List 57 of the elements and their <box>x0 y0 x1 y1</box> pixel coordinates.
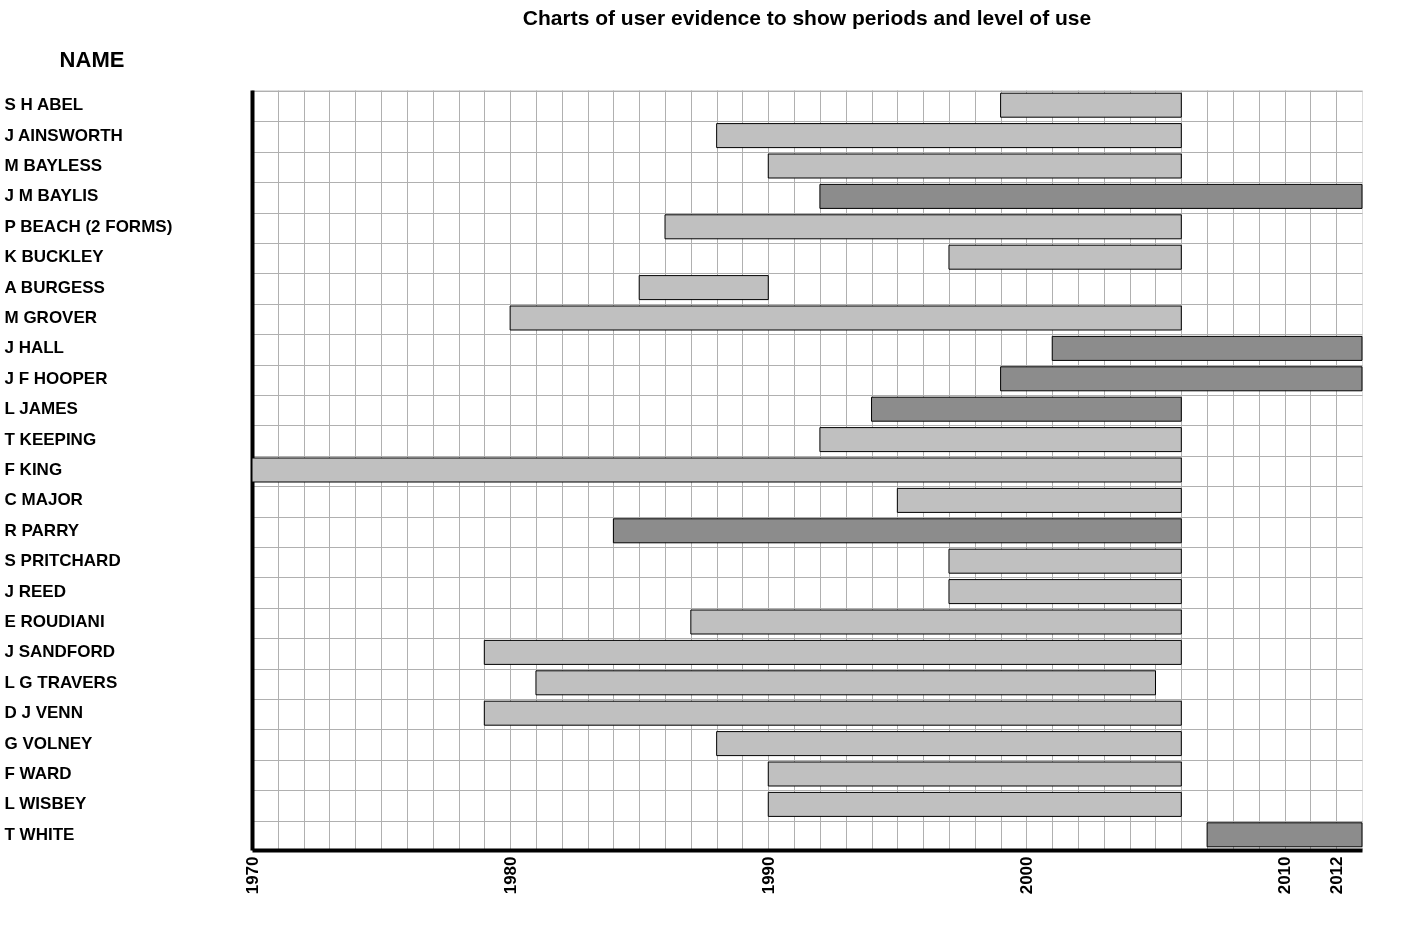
x-tick-label: 2000 <box>1016 856 1036 895</box>
chart-title: Charts of user evidence to show periods and level of use <box>522 6 1092 29</box>
y-tick-label: J F HOOPER <box>4 368 108 388</box>
y-tick-label: F WARD <box>4 764 72 783</box>
y-tick-label: A BURGESS <box>4 277 105 297</box>
bar <box>716 731 1182 757</box>
y-tick-label: P BEACH (2 FORMS) <box>4 216 173 236</box>
bar <box>1206 822 1363 848</box>
y-tick-label: L JAMES <box>4 399 78 419</box>
bar <box>767 791 1182 817</box>
y-tick-label: J M BAYLIS <box>4 186 99 206</box>
y-tick-label: T WHITE <box>4 824 75 844</box>
y-tick-label: L WISBEY <box>4 794 88 814</box>
bar <box>716 123 1182 149</box>
y-tick-label: D J VENN <box>4 703 83 723</box>
x-tick-label: 2012 <box>1326 856 1346 895</box>
y-tick-label: G VOLNEY <box>4 733 94 753</box>
y-tick-label: J AINSWORTH <box>4 125 123 145</box>
bar <box>1051 335 1363 361</box>
x-tick-label: 2010 <box>1275 856 1295 895</box>
y-tick-label: J REED <box>4 581 66 601</box>
bar <box>690 609 1182 635</box>
x-tick-label: 1970 <box>242 856 262 895</box>
bar <box>1000 366 1363 392</box>
bar <box>948 548 1182 574</box>
y-tick-label: C MAJOR <box>4 490 83 510</box>
bar <box>1000 92 1182 118</box>
bar <box>767 761 1182 787</box>
bar <box>483 639 1182 665</box>
y-tick-label: J SANDFORD <box>4 642 116 662</box>
bar <box>767 153 1182 179</box>
bar <box>612 518 1182 544</box>
bar <box>948 244 1182 270</box>
y-tick-label: E ROUDIANI <box>4 612 105 631</box>
y-tick-label: M BAYLESS <box>4 156 103 175</box>
y-tick-label: S H ABEL <box>4 95 84 115</box>
bar <box>483 700 1182 726</box>
y-tick-label: R PARRY <box>4 520 80 540</box>
bar <box>638 275 769 301</box>
x-tick-label: 1990 <box>758 856 778 895</box>
y-tick-label: L G TRAVERS <box>4 672 118 692</box>
y-tick-label: F KING <box>4 460 63 479</box>
y-axis-title: NAME <box>59 47 125 72</box>
bar <box>819 427 1182 453</box>
bar <box>535 670 1156 696</box>
bar <box>664 214 1182 240</box>
bar <box>509 305 1182 331</box>
bar <box>871 396 1182 422</box>
y-tick-label: K BUCKLEY <box>4 247 105 267</box>
x-tick-label: 1980 <box>500 856 520 895</box>
bar <box>896 487 1182 513</box>
bar <box>819 183 1363 209</box>
y-tick-label: S PRITCHARD <box>4 551 121 571</box>
y-tick-label: T KEEPING <box>4 429 97 449</box>
y-tick-label: M GROVER <box>4 308 98 327</box>
y-tick-label: J HALL <box>4 338 64 358</box>
bar <box>948 579 1182 605</box>
